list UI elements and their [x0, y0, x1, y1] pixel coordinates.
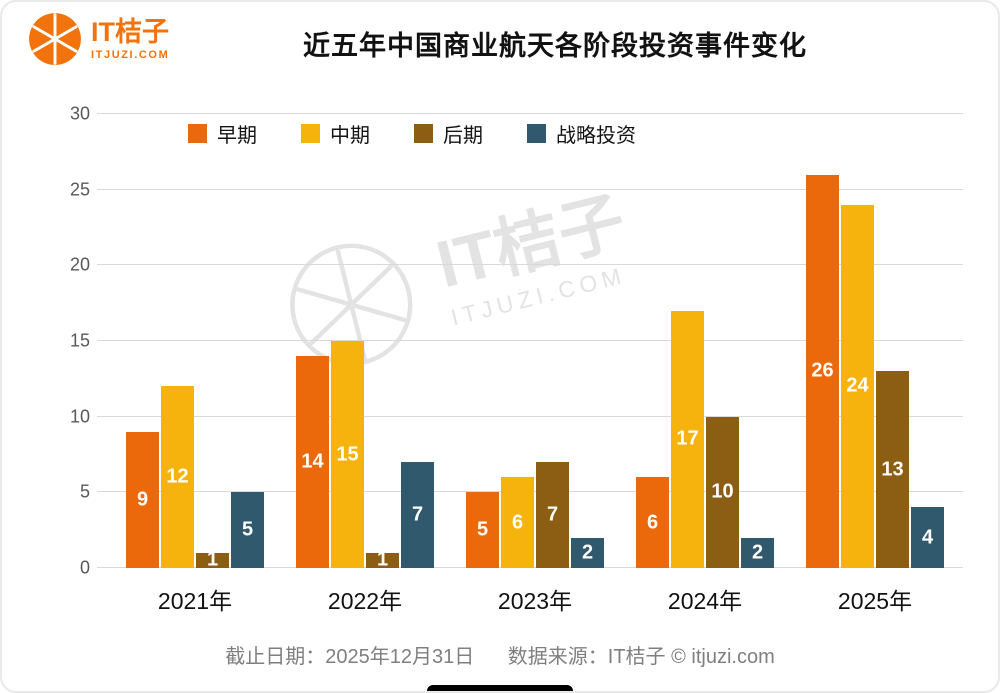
bar-value-label: 14: [301, 450, 324, 473]
y-axis-tick-label: 5: [79, 481, 90, 502]
home-indicator: [427, 685, 573, 691]
x-axis-label: 2021年: [157, 588, 233, 614]
bar-中期-2022年[interactable]: 15: [331, 341, 364, 568]
bar-战略投资-2021年[interactable]: 5: [231, 492, 264, 568]
bar-group: 6 17 10 2: [620, 114, 790, 568]
y-axis-tick-label: 15: [69, 330, 90, 351]
bar-value-label: 2: [581, 541, 594, 564]
y-axis-tick-label: 10: [69, 406, 90, 427]
y-axis: 0 5 10 15 20 25 30: [50, 104, 90, 578]
bar-中期-2025年[interactable]: 24: [841, 204, 874, 568]
bar-后期-2025年[interactable]: 13: [876, 371, 909, 568]
bar-中期-2021年[interactable]: 12: [161, 386, 194, 568]
bar-group: 26 24 13 4: [790, 114, 960, 568]
bar-value-label: 15: [336, 443, 359, 465]
bar-战略投资-2023年[interactable]: 2: [571, 537, 604, 568]
footer-source: 数据来源：IT桔子 © itjuzi.com: [507, 646, 775, 668]
footer-deadline: 截止日期：2025年12月31日: [225, 646, 475, 668]
legend-swatch: [414, 124, 433, 143]
bar-value-label: 24: [846, 374, 869, 397]
brand-logo: IT桔子 ITJUZI.COM: [28, 12, 169, 66]
bar-value-label: 17: [676, 427, 699, 450]
brand-domain: ITJUZI.COM: [91, 48, 170, 61]
bar-战略投资-2022年[interactable]: 7: [401, 462, 434, 568]
legend-label: 中期: [330, 125, 370, 147]
legend-label: 早期: [217, 125, 257, 147]
bar-value-label: 5: [476, 518, 489, 541]
bar-早期-2021年[interactable]: 9: [126, 431, 159, 568]
x-axis: 2021年 2022年 2023年 2024年 2025年: [110, 582, 960, 616]
bar-group: 14 15 1 7: [280, 114, 450, 568]
legend-item[interactable]: 战略投资: [527, 119, 636, 148]
bar-value-label: 10: [711, 480, 734, 503]
legend-item[interactable]: 后期: [414, 119, 483, 148]
y-axis-tick-label: 25: [69, 179, 90, 200]
legend-swatch: [188, 124, 207, 143]
bar-战略投资-2025年[interactable]: 4: [911, 507, 944, 568]
bar-value-label: 2: [751, 541, 764, 564]
legend-swatch: [527, 124, 546, 143]
legend-label: 后期: [443, 125, 483, 147]
bar-中期-2023年[interactable]: 6: [501, 477, 534, 568]
x-axis-label: 2022年: [327, 588, 403, 614]
bar-value-label: 13: [881, 458, 904, 481]
bar-早期-2022年[interactable]: 14: [296, 356, 329, 568]
bar-早期-2025年[interactable]: 26: [806, 174, 839, 568]
gridline: [97, 188, 963, 190]
bar-value-label: 6: [511, 511, 524, 534]
y-axis-tick-label: 30: [69, 103, 90, 124]
bar-后期-2023年[interactable]: 7: [536, 462, 569, 568]
page-title: 近五年中国商业航天各阶段投资事件变化: [303, 31, 807, 61]
x-axis-label: 2024年: [667, 588, 743, 614]
orange-slice-logo-icon: [28, 12, 82, 66]
legend: 早期 中期 后期 战略投资: [188, 119, 636, 148]
footer: 截止日期：2025年12月31日 数据来源：IT桔子 © itjuzi.com: [2, 640, 998, 669]
bar-value-label: 6: [646, 511, 659, 534]
gridline: [97, 415, 963, 417]
bar-value-label: 26: [811, 359, 834, 382]
bar-中期-2024年[interactable]: 17: [671, 310, 704, 568]
x-axis-label: 2023年: [497, 588, 573, 614]
bar-value-label: 1: [376, 552, 389, 568]
bar-value-label: 1: [206, 552, 219, 568]
y-axis-tick-label: 0: [79, 557, 90, 578]
bar-group: 9 12 1 5: [110, 114, 280, 568]
brand-name: IT桔子: [91, 17, 169, 48]
bar-早期-2023年[interactable]: 5: [466, 492, 499, 568]
legend-item[interactable]: 早期: [188, 119, 257, 148]
legend-item[interactable]: 中期: [301, 119, 370, 148]
bar-groups: 9 12 1 5 14 15 1 7 5 6 7 2 6 17 10 2 26 24 13 4: [110, 114, 960, 568]
bar-value-label: 7: [546, 503, 559, 526]
bar-value-label: 7: [411, 503, 424, 526]
bar-value-label: 12: [166, 465, 189, 488]
bar-value-label: 5: [241, 518, 254, 541]
bar-value-label: 9: [136, 488, 149, 511]
gridline: [97, 264, 963, 266]
x-axis-label: 2025年: [837, 588, 913, 614]
bar-后期-2022年[interactable]: 1: [366, 552, 399, 568]
gridline: [97, 340, 963, 341]
bar-后期-2024年[interactable]: 10: [706, 416, 739, 568]
bar-早期-2024年[interactable]: 6: [636, 477, 669, 568]
bar-后期-2021年[interactable]: 1: [196, 552, 229, 568]
legend-swatch: [301, 124, 320, 143]
bar-value-label: 4: [921, 526, 934, 549]
bar-战略投资-2024年[interactable]: 2: [741, 537, 774, 568]
legend-label: 战略投资: [556, 125, 636, 147]
y-axis-tick-label: 20: [69, 254, 90, 275]
gridline: [97, 113, 963, 114]
